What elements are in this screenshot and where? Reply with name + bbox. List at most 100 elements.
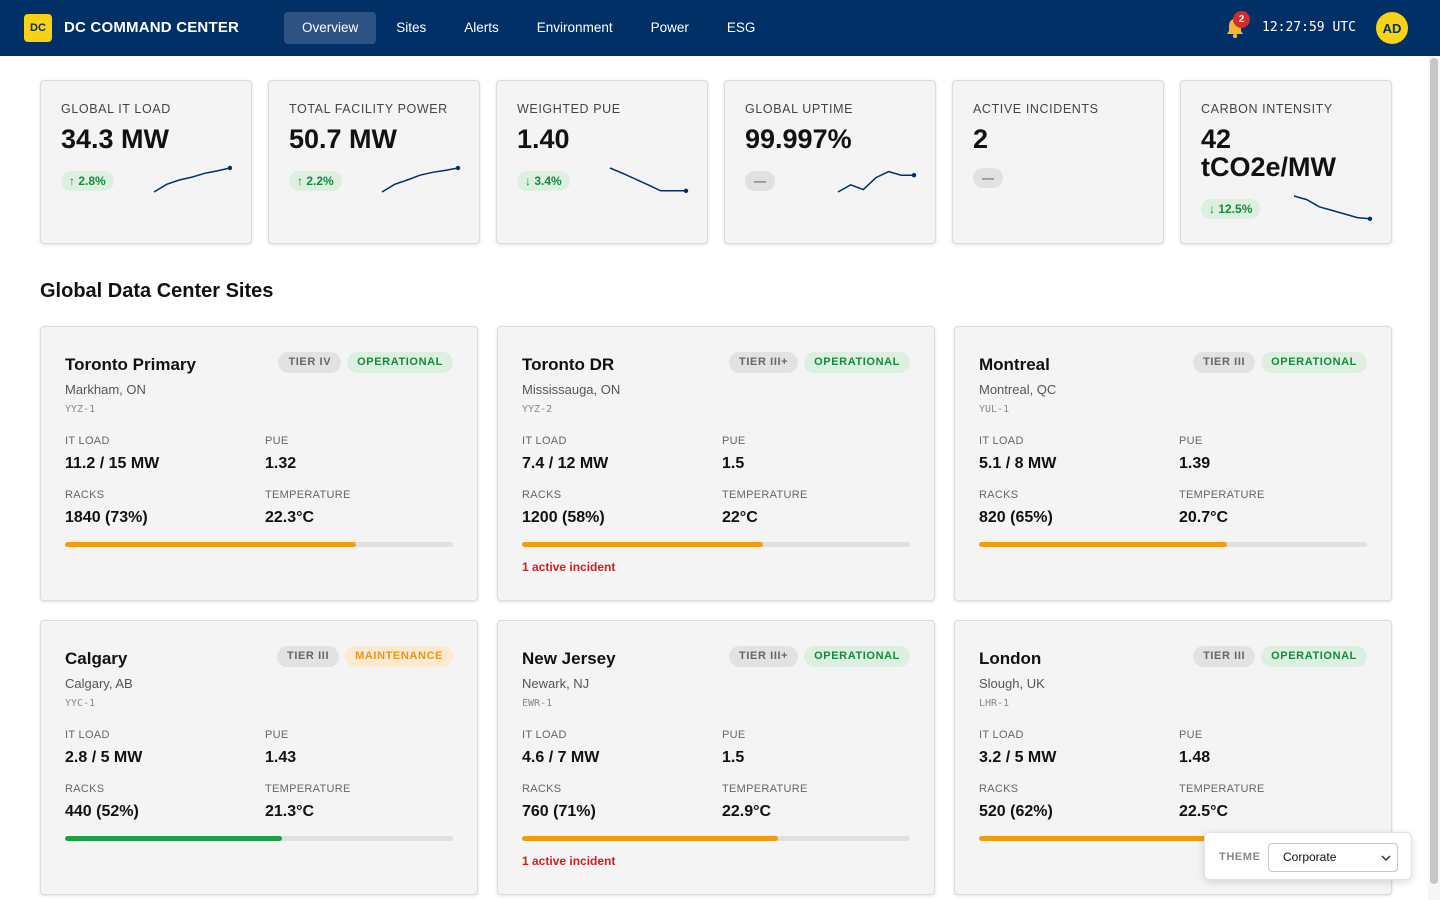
- sparkline-path: [381, 167, 459, 193]
- site-name: Montreal: [979, 355, 1050, 374]
- kpi-trend-badge: —: [745, 171, 775, 191]
- site-card-montreal[interactable]: Montreal Montreal, QC YUL-1 TIER III OPERATI…: [954, 326, 1392, 601]
- site-code: EWR-1: [522, 698, 553, 709]
- active-incident-link[interactable]: 1 active incident: [522, 560, 616, 574]
- metric-label-racks: RACKS: [979, 489, 1019, 501]
- kpi-label: GLOBAL IT LOAD: [61, 102, 171, 116]
- main-nav: Overview Sites Alerts Environment Power …: [284, 12, 775, 44]
- nav-tab-alerts[interactable]: Alerts: [464, 20, 499, 35]
- kpi-sparkline: [1293, 195, 1373, 221]
- metric-label-it-load: IT LOAD: [522, 435, 567, 447]
- kpi-value: 2: [973, 124, 989, 154]
- kpi-trend-badge: ↓ 12.5%: [1201, 199, 1261, 219]
- site-badges: TIER III+ OPERATIONAL: [723, 646, 910, 667]
- site-name: Toronto Primary: [65, 355, 196, 374]
- kpi-label: CARBON INTENSITY: [1201, 102, 1333, 116]
- metric-label-racks: RACKS: [65, 489, 105, 501]
- metric-value-temperature: 22.9°C: [722, 803, 772, 820]
- kpi-card-global-it-load: GLOBAL IT LOAD 34.3 MW ↑ 2.8%: [40, 80, 252, 244]
- site-badges: TIER III OPERATIONAL: [1187, 646, 1367, 667]
- theme-switcher-panel: THEME Corporate: [1204, 832, 1412, 880]
- site-card-calgary[interactable]: Calgary Calgary, AB YYC-1 TIER III MAINTENAN…: [40, 620, 478, 895]
- nav-tab-power[interactable]: Power: [650, 20, 689, 35]
- nav-tab-esg[interactable]: ESG: [726, 20, 756, 35]
- metric-value-it-load: 7.4 / 12 MW: [522, 455, 609, 472]
- metric-label-temperature: TEMPERATURE: [1179, 783, 1265, 795]
- utilization-bar-fill: [65, 542, 356, 547]
- kpi-sparkline: [381, 165, 461, 193]
- kpi-label: GLOBAL UPTIME: [745, 102, 854, 116]
- section-title-sites: Global Data Center Sites: [40, 280, 274, 302]
- tier-badge: TIER IV: [278, 352, 342, 373]
- metric-label-racks: RACKS: [522, 489, 562, 501]
- nav-tab-environment[interactable]: Environment: [536, 20, 613, 35]
- metric-label-it-load: IT LOAD: [979, 435, 1024, 447]
- sparkline-path: [153, 167, 231, 193]
- metric-value-pue: 1.5: [722, 455, 745, 472]
- nav-tab-sites[interactable]: Sites: [396, 20, 427, 35]
- site-card-toronto-dr[interactable]: Toronto DR Mississauga, ON YYZ-2 TIER III+ O…: [497, 326, 935, 601]
- theme-select[interactable]: Corporate: [1268, 843, 1398, 872]
- kpi-sparkline: [837, 170, 917, 193]
- metric-label-pue: PUE: [722, 435, 746, 447]
- site-location: Montreal, QC: [979, 382, 1057, 397]
- sparkline-path: [837, 170, 914, 193]
- kpi-label: ACTIVE INCIDENTS: [973, 102, 1099, 116]
- metric-label-racks: RACKS: [522, 783, 562, 795]
- kpi-value: 34.3 MW: [61, 124, 170, 154]
- theme-selected-value: Corporate: [1283, 850, 1337, 864]
- app-logo[interactable]: DC: [24, 14, 52, 42]
- metric-value-pue: 1.5: [722, 749, 745, 766]
- tier-badge: TIER III+: [729, 646, 799, 667]
- metric-value-pue: 1.43: [265, 749, 297, 766]
- kpi-value: 42 tCO2e/MW: [1201, 124, 1336, 182]
- kpi-sparkline: [609, 167, 689, 193]
- sparkline-path: [609, 167, 686, 192]
- chevron-down-icon: [1381, 855, 1391, 862]
- notification-count-badge: 2: [1233, 11, 1250, 28]
- metric-value-temperature: 20.7°C: [1179, 509, 1229, 526]
- metric-value-temperature: 22.5°C: [1179, 803, 1229, 820]
- kpi-trend-badge: —: [973, 168, 1003, 188]
- sparkline-endpoint: [1367, 216, 1373, 221]
- status-badge: OPERATIONAL: [1261, 352, 1367, 373]
- status-badge: MAINTENANCE: [345, 646, 453, 667]
- site-code: YYC-1: [65, 698, 96, 709]
- user-avatar[interactable]: AD: [1376, 12, 1408, 44]
- site-name: New Jersey: [522, 649, 616, 668]
- active-incident-link[interactable]: 1 active incident: [522, 854, 616, 868]
- metric-label-temperature: TEMPERATURE: [722, 489, 808, 501]
- site-code: YYZ-2: [522, 404, 553, 415]
- kpi-card-global-uptime: GLOBAL UPTIME 99.997% —: [724, 80, 936, 244]
- site-card-new-jersey[interactable]: New Jersey Newark, NJ EWR-1 TIER III+ OPERAT…: [497, 620, 935, 895]
- site-name: London: [979, 649, 1042, 668]
- tier-badge: TIER III: [1193, 646, 1256, 667]
- kpi-label: TOTAL FACILITY POWER: [289, 102, 448, 116]
- site-card-toronto-primary[interactable]: Toronto Primary Markham, ON YYZ-1 TIER IV OP…: [40, 326, 478, 601]
- metric-label-it-load: IT LOAD: [979, 729, 1024, 741]
- page-scrollbar[interactable]: [1428, 56, 1440, 900]
- sparkline-endpoint: [911, 173, 917, 178]
- metric-label-temperature: TEMPERATURE: [265, 489, 351, 501]
- metric-label-racks: RACKS: [979, 783, 1019, 795]
- metric-label-pue: PUE: [1179, 729, 1203, 741]
- tier-badge: TIER III: [1193, 352, 1256, 373]
- metric-value-pue: 1.48: [1179, 749, 1211, 766]
- utilization-bar-fill: [979, 836, 1228, 841]
- nav-tab-overview[interactable]: Overview: [284, 12, 377, 44]
- metric-label-pue: PUE: [265, 435, 289, 447]
- app-title: DC COMMAND CENTER: [64, 19, 240, 36]
- metric-value-it-load: 2.8 / 5 MW: [65, 749, 143, 766]
- theme-label: THEME: [1219, 851, 1261, 863]
- site-location: Markham, ON: [65, 382, 146, 397]
- utilization-bar-fill: [522, 836, 779, 841]
- kpi-card-total-facility-power: TOTAL FACILITY POWER 50.7 MW ↑ 2.2%: [268, 80, 480, 244]
- metric-value-racks: 760 (71%): [522, 803, 596, 820]
- metric-label-it-load: IT LOAD: [65, 729, 110, 741]
- site-name: Toronto DR: [522, 355, 615, 374]
- utilization-bar-fill: [522, 542, 763, 547]
- sparkline-endpoint: [455, 165, 461, 171]
- metric-label-pue: PUE: [265, 729, 289, 741]
- scrollbar-thumb[interactable]: [1430, 58, 1438, 884]
- status-badge: OPERATIONAL: [804, 352, 910, 373]
